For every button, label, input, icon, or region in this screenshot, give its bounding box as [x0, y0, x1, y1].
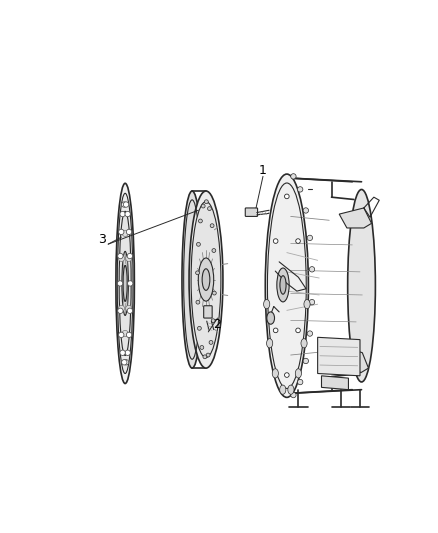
Ellipse shape [202, 269, 210, 290]
Circle shape [285, 373, 289, 377]
Ellipse shape [301, 338, 307, 348]
Circle shape [127, 281, 133, 286]
Circle shape [118, 308, 123, 313]
Circle shape [198, 219, 202, 223]
Circle shape [210, 224, 214, 228]
Ellipse shape [267, 312, 275, 324]
Circle shape [285, 194, 289, 199]
Circle shape [122, 230, 128, 237]
Ellipse shape [265, 174, 308, 398]
Polygon shape [318, 337, 360, 376]
Ellipse shape [295, 369, 301, 378]
Circle shape [200, 345, 204, 350]
Circle shape [201, 204, 205, 208]
FancyBboxPatch shape [245, 208, 258, 216]
Circle shape [196, 271, 199, 274]
Circle shape [126, 305, 132, 311]
Ellipse shape [117, 193, 133, 374]
Circle shape [303, 358, 308, 364]
Circle shape [307, 235, 313, 240]
Ellipse shape [123, 265, 127, 302]
Text: 1: 1 [259, 164, 267, 177]
Ellipse shape [182, 191, 202, 368]
FancyBboxPatch shape [204, 306, 212, 318]
Circle shape [206, 353, 210, 357]
Ellipse shape [280, 385, 286, 394]
Circle shape [125, 212, 131, 217]
Circle shape [197, 243, 200, 246]
Ellipse shape [189, 191, 223, 368]
Polygon shape [321, 376, 349, 390]
Circle shape [291, 392, 296, 398]
Ellipse shape [191, 201, 221, 358]
Ellipse shape [264, 300, 270, 309]
Circle shape [126, 255, 132, 262]
Circle shape [117, 281, 123, 286]
Circle shape [309, 300, 314, 305]
Ellipse shape [272, 369, 279, 378]
Circle shape [307, 331, 313, 336]
Circle shape [211, 319, 215, 322]
Circle shape [124, 360, 129, 365]
Circle shape [125, 350, 131, 356]
Circle shape [122, 360, 127, 365]
Circle shape [297, 187, 303, 192]
Circle shape [309, 266, 314, 272]
Circle shape [205, 200, 208, 204]
Circle shape [291, 174, 296, 179]
Circle shape [212, 291, 216, 295]
Circle shape [273, 239, 278, 244]
Ellipse shape [122, 252, 128, 316]
Circle shape [203, 355, 207, 359]
Ellipse shape [198, 258, 214, 301]
Circle shape [122, 330, 128, 336]
Circle shape [273, 328, 278, 333]
Circle shape [198, 326, 201, 330]
Text: 2: 2 [214, 318, 222, 330]
Circle shape [208, 207, 212, 211]
Text: 3: 3 [98, 233, 106, 246]
Circle shape [303, 208, 308, 213]
Circle shape [124, 202, 129, 207]
Circle shape [126, 229, 132, 235]
Circle shape [296, 328, 300, 333]
Circle shape [126, 332, 132, 337]
Circle shape [118, 255, 125, 262]
Ellipse shape [348, 189, 375, 382]
Circle shape [118, 305, 125, 311]
Ellipse shape [288, 385, 294, 394]
Ellipse shape [277, 268, 289, 302]
Circle shape [122, 202, 127, 207]
Ellipse shape [280, 276, 286, 294]
Ellipse shape [304, 300, 310, 309]
Circle shape [196, 300, 200, 304]
Polygon shape [339, 208, 371, 228]
Circle shape [120, 350, 125, 356]
Circle shape [120, 212, 125, 217]
Circle shape [118, 253, 123, 259]
Circle shape [209, 341, 213, 344]
Circle shape [127, 308, 133, 313]
Circle shape [119, 229, 124, 235]
Ellipse shape [267, 338, 273, 348]
Ellipse shape [119, 212, 131, 356]
Circle shape [296, 239, 300, 244]
Circle shape [119, 332, 124, 337]
Circle shape [127, 253, 133, 259]
Circle shape [212, 248, 216, 253]
Circle shape [297, 379, 303, 385]
Ellipse shape [116, 183, 134, 384]
Polygon shape [339, 345, 368, 373]
